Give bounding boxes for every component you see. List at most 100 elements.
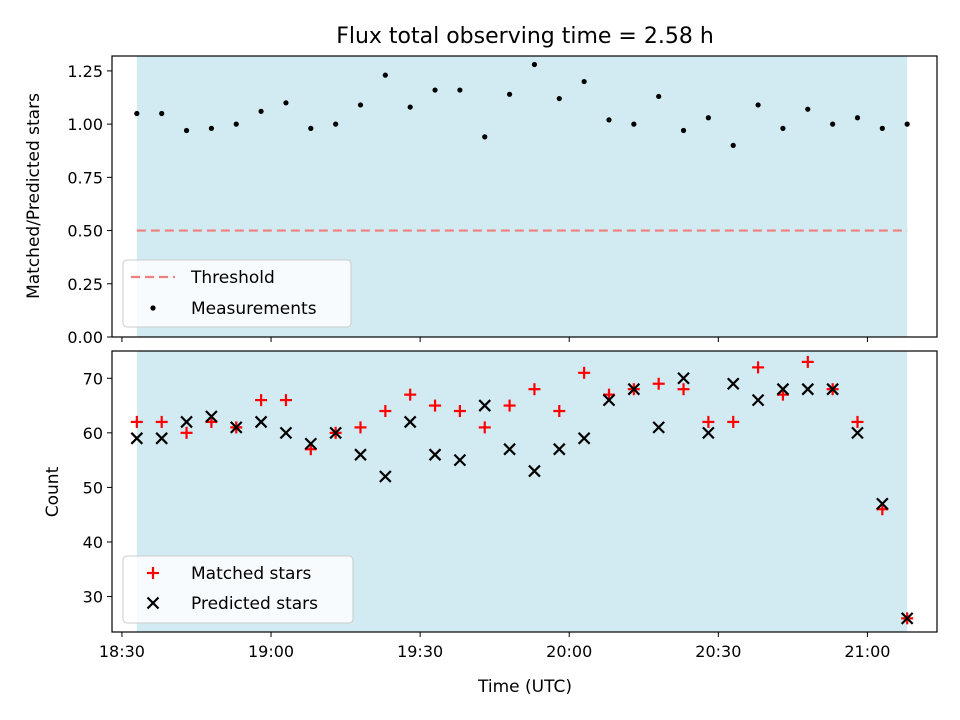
top-y-tick-label: 0.75	[67, 168, 103, 187]
measurement-point	[531, 61, 538, 68]
measurement-point	[830, 121, 836, 127]
measurement-point	[904, 121, 910, 127]
cross-b	[130, 432, 144, 445]
matched-star-point	[801, 355, 814, 368]
measurement-point	[407, 104, 413, 110]
predicted-star-point	[279, 426, 293, 440]
measurement-point	[755, 102, 761, 108]
cross-b	[627, 382, 641, 396]
matched-star-point	[404, 388, 417, 401]
cross-b	[876, 497, 889, 511]
legend-measurements-label: Measurements	[191, 299, 317, 319]
cross-b	[379, 470, 392, 483]
measurement-point	[854, 115, 861, 121]
predicted-star-point	[577, 432, 591, 445]
measurement-point	[308, 125, 314, 131]
legend-measurement-marker	[150, 305, 156, 311]
cross-b	[180, 415, 193, 429]
matched-star-point	[528, 383, 541, 396]
predicted-star-point	[304, 437, 318, 451]
cross-b	[254, 415, 268, 429]
matched-star-point	[130, 415, 143, 428]
bottom-panel: 30 40 50 60 70 18:30 19:00 19:30 20:00 20:30 21:00…	[83, 350, 938, 661]
measurement-point	[805, 106, 811, 112]
x-tick-label: 20:30	[695, 642, 741, 661]
x-tick-label: 20:00	[546, 642, 592, 661]
predicted-star-point	[702, 426, 715, 440]
matched-star-point	[727, 415, 740, 428]
measurement-point	[183, 127, 190, 134]
legend-matched-label: Matched stars	[191, 564, 311, 584]
matched-star-point	[478, 421, 491, 434]
predicted-star-point	[602, 393, 616, 407]
top-y-tick-label: 0.00	[67, 328, 103, 347]
predicted-star-point	[776, 382, 790, 396]
measurement-point	[606, 117, 612, 123]
measurement-point	[631, 121, 637, 127]
cross-b	[702, 426, 715, 440]
x-axis-label: Time (UTC)	[477, 677, 572, 697]
matched-star-point	[354, 421, 367, 434]
predicted-star-point	[553, 442, 566, 456]
cross-b	[726, 377, 740, 391]
predicted-star-point	[851, 426, 864, 440]
cross-b	[677, 372, 690, 385]
matched-star-point	[503, 399, 516, 412]
cross-b	[329, 426, 342, 440]
cross-b	[155, 432, 168, 445]
cross-b	[403, 415, 417, 429]
bottom-y-tick-label: 60	[83, 424, 103, 443]
top-y-tick-label: 0.25	[67, 275, 103, 294]
cross-b	[503, 442, 516, 456]
chart-title: Flux total observing time = 2.58 h	[336, 24, 714, 49]
matched-star-point	[677, 383, 690, 396]
legend-matched-marker	[147, 567, 159, 579]
measurement-point	[506, 91, 513, 97]
predicted-star-point	[354, 448, 367, 461]
measurement-point	[556, 95, 562, 102]
cross-b	[602, 393, 616, 407]
measurement-point	[879, 125, 885, 131]
x-tick-label: 21:00	[844, 642, 890, 661]
cross-b	[229, 421, 243, 434]
predicted-star-point	[379, 470, 392, 483]
measurement-point	[432, 87, 438, 93]
legend-predicted-marker	[146, 596, 160, 610]
top-y-axis-label: Matched/Predicted stars	[24, 93, 44, 299]
measurement-point	[159, 110, 165, 117]
predicted-star-point	[453, 453, 467, 467]
predicted-star-point	[329, 426, 342, 440]
measurement-point	[680, 127, 687, 134]
predicted-star-point	[826, 382, 839, 396]
cross-b	[146, 596, 160, 610]
x-tick-label: 19:30	[397, 642, 443, 661]
cross-b	[751, 393, 765, 407]
bottom-legend-box	[122, 555, 354, 624]
measurement-point	[333, 121, 339, 127]
measurement-point	[656, 93, 662, 100]
predicted-star-point	[627, 382, 641, 396]
predicted-star-point	[652, 421, 665, 434]
predicted-star-point	[205, 410, 218, 423]
legend-predicted-label: Predicted stars	[191, 594, 318, 614]
predicted-star-point	[478, 399, 492, 412]
bottom-y-axis-label: Count	[43, 466, 63, 517]
top-y-tick-label: 1.00	[67, 115, 103, 134]
measurement-point	[705, 115, 711, 121]
bottom-legend: Matched stars Predicted stars	[122, 555, 354, 624]
matched-star-point	[180, 426, 193, 439]
measurement-point	[482, 134, 488, 140]
matched-star-point	[255, 394, 268, 407]
measurement-point	[283, 100, 289, 106]
predicted-star-point	[876, 497, 889, 511]
measurement-point	[233, 121, 239, 127]
cross-b	[851, 426, 864, 440]
matched-star-point	[851, 415, 864, 428]
cross-b	[776, 382, 790, 396]
bottom-y-tick-label: 50	[83, 478, 103, 497]
measurement-point	[780, 125, 786, 131]
top-legend-box	[122, 259, 352, 328]
cross-b	[528, 464, 541, 478]
predicted-star-point	[528, 464, 541, 478]
